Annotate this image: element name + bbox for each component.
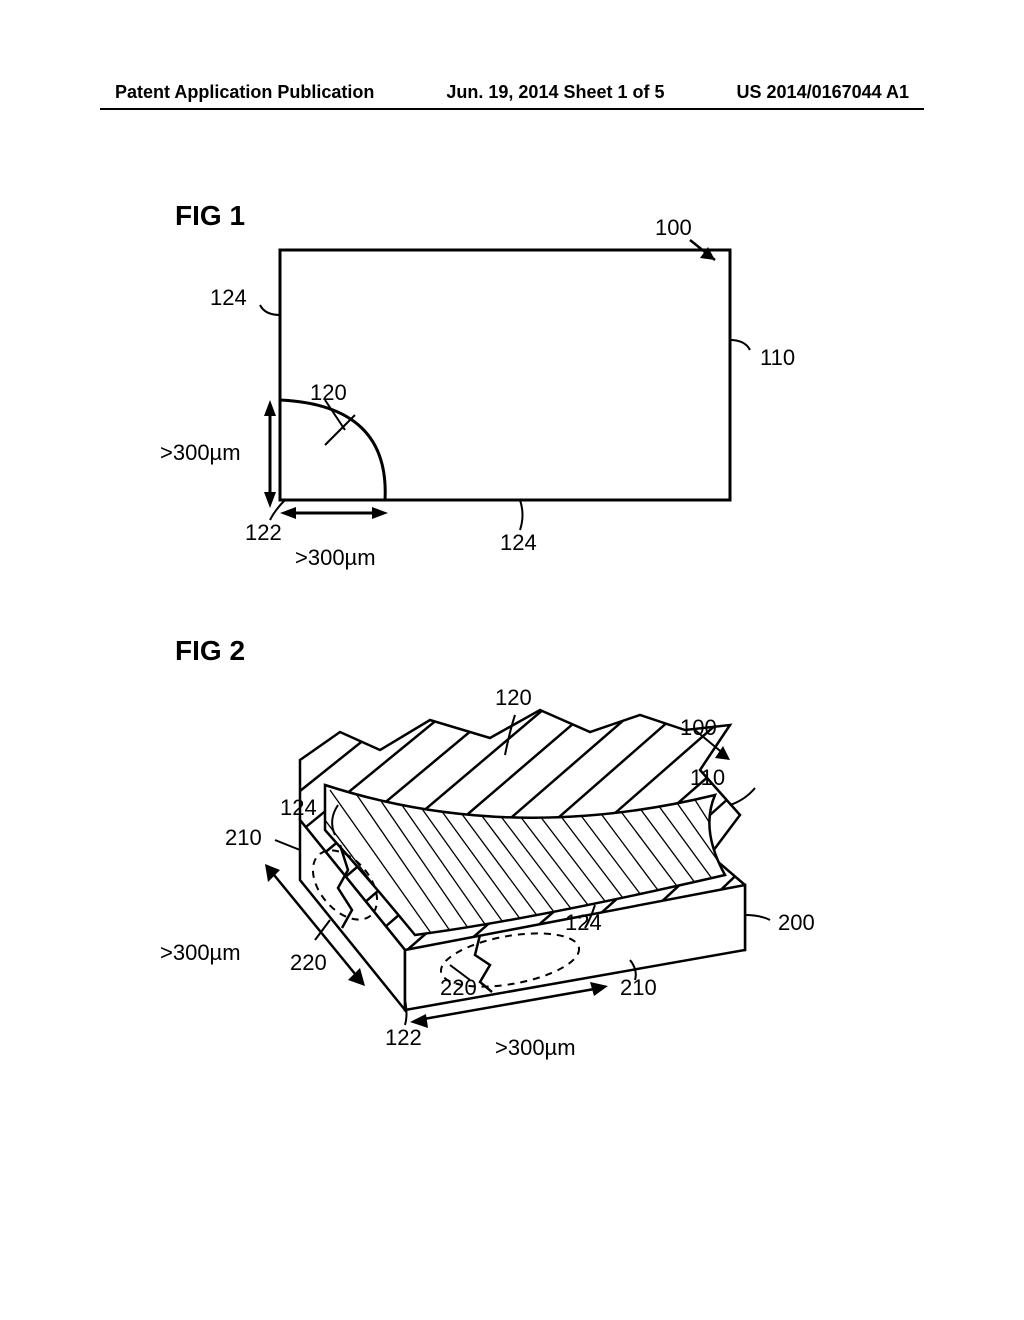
header-right: US 2014/0167044 A1 xyxy=(737,82,909,103)
fig1-ref-110: 110 xyxy=(760,345,795,371)
fig2-ref-210a: 210 xyxy=(225,825,262,851)
fig2-ref-122: 122 xyxy=(385,1025,422,1051)
header-rule xyxy=(100,108,924,110)
header-left: Patent Application Publication xyxy=(115,82,374,103)
fig2-ref-220a: 220 xyxy=(290,950,327,976)
page-header: Patent Application Publication Jun. 19, … xyxy=(0,82,1024,103)
fig1-ref-100: 100 xyxy=(655,215,692,241)
fig1-dim-v: >300µm xyxy=(160,440,241,466)
fig2-svg xyxy=(170,670,890,1090)
fig2-ref-124a: 124 xyxy=(280,795,317,821)
fig2-ref-220b: 220 xyxy=(440,975,477,1001)
fig1-dim-h: >300µm xyxy=(295,545,376,571)
fig2-ref-124b: 124 xyxy=(565,910,602,936)
fig2-dim-v: >300µm xyxy=(160,940,241,966)
fig2-label: FIG 2 xyxy=(175,635,245,667)
fig1-ref-124b: 124 xyxy=(500,530,537,556)
fig2-ref-200: 200 xyxy=(778,910,815,936)
header-center: Jun. 19, 2014 Sheet 1 of 5 xyxy=(446,82,664,103)
fig1-ref-122: 122 xyxy=(245,520,282,546)
fig2-ref-110: 110 xyxy=(690,765,725,791)
fig1-ref-124a: 124 xyxy=(210,285,247,311)
fig1-ref-120: 120 xyxy=(310,380,347,406)
fig2-ref-100: 100 xyxy=(680,715,717,741)
fig2-ref-120: 120 xyxy=(495,685,532,711)
fig2-ref-210b: 210 xyxy=(620,975,657,1001)
fig2-dim-h: >300µm xyxy=(495,1035,576,1061)
